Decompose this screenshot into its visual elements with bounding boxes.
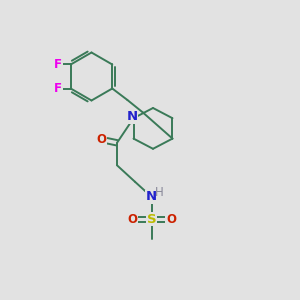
Text: O: O — [166, 213, 176, 226]
Text: F: F — [54, 82, 62, 95]
Text: O: O — [96, 133, 106, 146]
Text: N: N — [127, 110, 138, 124]
Text: N: N — [146, 190, 157, 203]
Text: F: F — [54, 58, 62, 71]
Text: O: O — [127, 213, 137, 226]
Text: H: H — [154, 186, 164, 199]
Text: S: S — [147, 213, 156, 226]
